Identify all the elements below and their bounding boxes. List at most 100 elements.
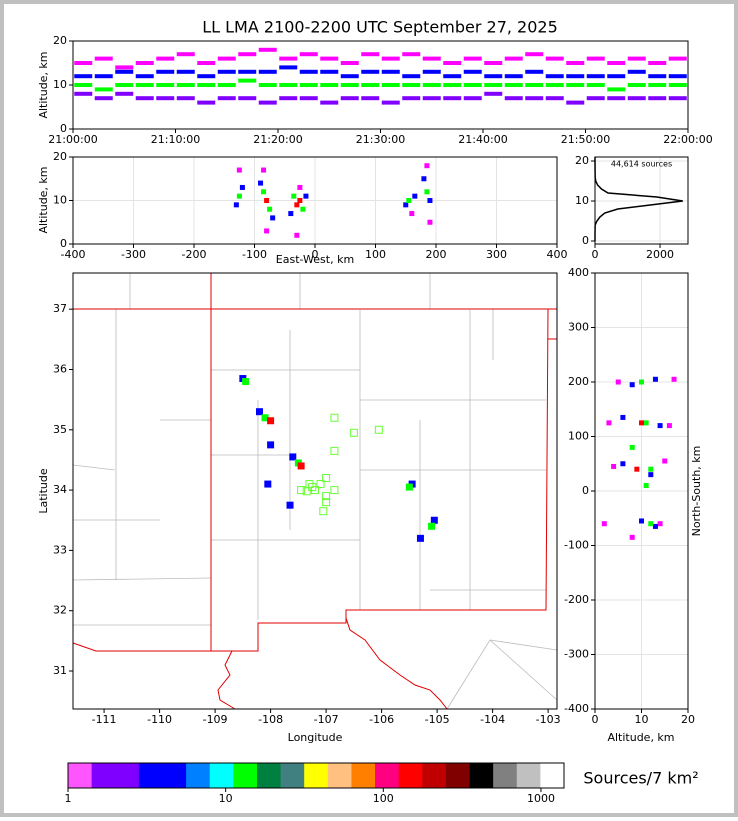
color-segment — [209, 763, 234, 788]
y-tick-label: -200 — [564, 593, 589, 606]
data-point — [545, 96, 564, 101]
data-point — [566, 83, 585, 87]
data-point — [236, 167, 242, 173]
data-point — [217, 56, 236, 61]
data-point — [463, 56, 482, 61]
x-tick-label: 21:30:00 — [356, 133, 405, 146]
data-point — [525, 96, 544, 101]
x-axis-label: Longitude — [288, 731, 343, 744]
data-point — [648, 83, 667, 87]
color-segment — [138, 763, 163, 788]
y-tick-label: 31 — [53, 664, 67, 677]
data-point — [156, 56, 175, 61]
data-point — [286, 501, 294, 509]
data-point — [648, 96, 667, 101]
x-tick-label: -105 — [425, 713, 450, 726]
data-point — [233, 202, 239, 208]
data-point — [299, 69, 318, 74]
data-point — [615, 379, 621, 385]
x-tick-label: -111 — [92, 713, 117, 726]
color-segment — [493, 763, 518, 788]
y-axis-label: North-South, km — [690, 446, 703, 537]
data-point — [627, 69, 646, 74]
data-point — [289, 453, 297, 461]
data-point — [648, 74, 667, 79]
data-point — [566, 74, 585, 79]
data-point — [648, 521, 654, 527]
data-point — [270, 215, 276, 221]
color-segment — [256, 763, 282, 788]
y-tick-label: -400 — [564, 702, 589, 715]
data-point — [320, 56, 339, 61]
data-point — [668, 83, 687, 87]
data-point — [294, 202, 300, 208]
data-point — [607, 61, 626, 65]
data-point — [320, 83, 339, 87]
data-point — [586, 74, 605, 79]
data-point — [381, 56, 400, 61]
data-point — [115, 83, 134, 87]
data-point — [639, 379, 644, 385]
data-point — [668, 74, 687, 79]
data-point — [176, 69, 195, 74]
x-tick-label: -104 — [480, 713, 505, 726]
data-point — [620, 414, 626, 420]
data-point — [197, 61, 216, 65]
x-axis-label: Altitude, km — [607, 731, 674, 744]
data-point — [115, 91, 134, 96]
data-point — [319, 507, 328, 516]
x-tick-label: -103 — [536, 713, 561, 726]
data-point — [197, 100, 216, 105]
data-point — [261, 414, 269, 422]
data-point — [349, 428, 358, 437]
data-point — [443, 83, 462, 87]
data-point — [525, 69, 544, 74]
data-point — [135, 83, 154, 87]
data-point — [267, 441, 275, 449]
data-point — [258, 100, 277, 105]
data-point — [606, 420, 612, 426]
x-tick-label: -106 — [369, 713, 394, 726]
y-axis-label: Altitude, km — [37, 51, 50, 118]
color-segment — [280, 763, 305, 788]
data-point — [504, 83, 523, 87]
data-point — [629, 444, 635, 450]
data-point — [258, 69, 277, 74]
data-point — [94, 87, 113, 92]
x-tick-label: 21:00:00 — [48, 133, 97, 146]
y-tick-label: -300 — [564, 648, 589, 661]
x-tick-label: 0 — [312, 248, 319, 261]
data-point — [443, 96, 462, 101]
y-tick-label: 200 — [568, 375, 589, 388]
data-point — [264, 228, 270, 234]
x-tick-label: -300 — [121, 248, 146, 261]
color-segment — [398, 763, 423, 788]
y-tick-label: 10 — [575, 194, 589, 207]
data-point — [627, 83, 646, 87]
data-point — [279, 56, 298, 61]
x-tick-label: 0 — [592, 713, 599, 726]
y-tick-label: 100 — [568, 430, 589, 443]
data-point — [381, 100, 400, 105]
data-point — [238, 69, 257, 74]
color-segment — [469, 763, 494, 788]
data-point — [639, 518, 644, 524]
color-segment — [115, 763, 140, 788]
y-tick-label: 0 — [582, 234, 589, 247]
data-point — [504, 96, 523, 101]
data-point — [320, 69, 339, 74]
data-point — [264, 198, 270, 203]
tick-label: 1 — [65, 792, 72, 805]
y-tick-label: 10 — [53, 78, 67, 91]
data-point — [288, 211, 294, 217]
y-tick-label: 20 — [53, 150, 67, 163]
data-point — [620, 461, 626, 467]
color-segment — [327, 763, 352, 788]
data-point — [361, 83, 380, 87]
y-tick-label: 32 — [53, 604, 67, 617]
x-tick-label: 22:00:00 — [663, 133, 712, 146]
y-tick-label: -100 — [564, 539, 589, 552]
data-point — [258, 83, 277, 87]
y-tick-label: 0 — [60, 237, 67, 250]
data-point — [648, 61, 667, 65]
